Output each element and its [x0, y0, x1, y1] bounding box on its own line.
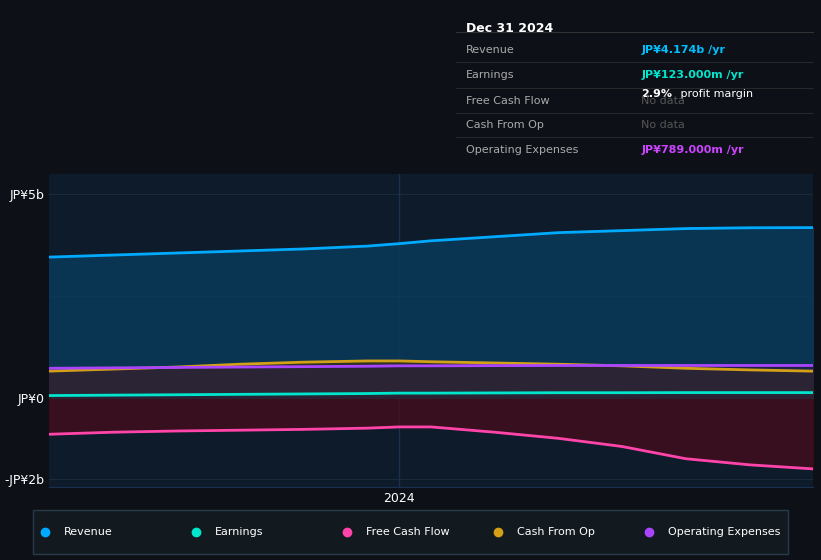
Text: Earnings: Earnings — [215, 527, 264, 537]
Text: Revenue: Revenue — [466, 44, 515, 54]
Text: Free Cash Flow: Free Cash Flow — [466, 96, 550, 106]
Text: Revenue: Revenue — [64, 527, 112, 537]
Text: No data: No data — [641, 119, 686, 129]
Text: 2.9%: 2.9% — [641, 89, 672, 99]
Text: JP¥789.000m /yr: JP¥789.000m /yr — [641, 145, 744, 155]
FancyBboxPatch shape — [33, 510, 788, 554]
Text: JP¥4.174b /yr: JP¥4.174b /yr — [641, 44, 726, 54]
Text: Earnings: Earnings — [466, 70, 515, 80]
Text: Cash From Op: Cash From Op — [466, 119, 544, 129]
Text: Operating Expenses: Operating Expenses — [668, 527, 781, 537]
Text: JP¥123.000m /yr: JP¥123.000m /yr — [641, 70, 744, 80]
Text: Free Cash Flow: Free Cash Flow — [366, 527, 450, 537]
Text: profit margin: profit margin — [677, 89, 753, 99]
Text: No data: No data — [641, 96, 686, 106]
Text: Dec 31 2024: Dec 31 2024 — [466, 22, 553, 35]
Text: Operating Expenses: Operating Expenses — [466, 145, 579, 155]
Text: Cash From Op: Cash From Op — [517, 527, 595, 537]
